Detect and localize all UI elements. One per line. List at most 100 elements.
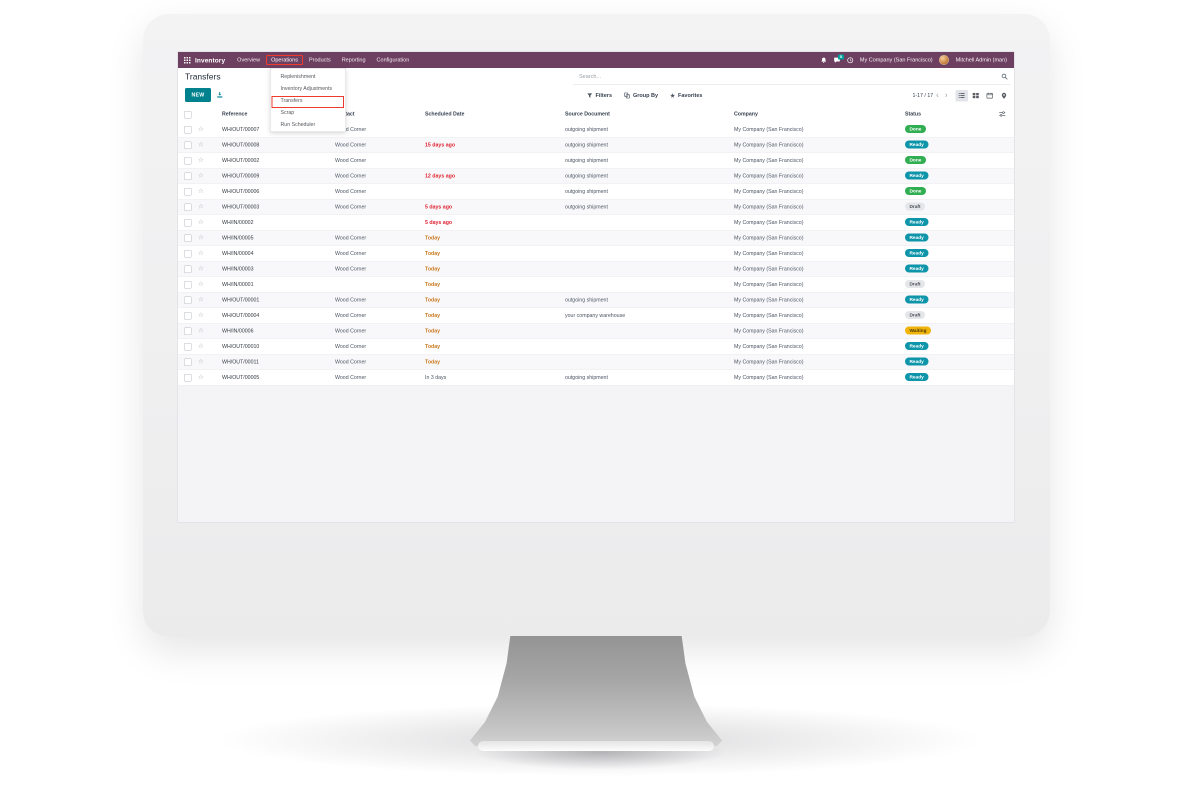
row-checkbox[interactable] [184,172,192,180]
menu-overview[interactable]: Overview [237,57,261,63]
menu-reporting[interactable]: Reporting [341,57,366,63]
content-background [178,385,1014,522]
favorites-button[interactable]: ★ Favorites [670,92,703,99]
row-checkbox[interactable] [184,203,192,211]
dropdown-item-run-scheduler[interactable]: Run Scheduler [280,121,316,128]
table-row[interactable]: ☆ WH/IN/00006 Wood Corner Today My Company (… [178,323,1014,339]
menu-products[interactable]: Products [308,57,331,63]
table-row[interactable]: ☆ WH/OUT/00010 Wood Corner Today My Company … [178,339,1014,355]
table-row[interactable]: ☆ WH/IN/00004 Wood Corner Today My Company (… [178,246,1014,262]
column-header-status[interactable]: Status [905,111,922,117]
map-view-icon[interactable] [998,90,1011,102]
dropdown-item-inventory-adjustments[interactable]: Inventory Adjustments [280,85,333,92]
calendar-view-icon[interactable] [984,90,997,102]
favorite-star-icon[interactable]: ☆ [198,311,204,319]
pager-previous-icon[interactable]: ‹ [936,91,939,100]
kanban-view-icon[interactable] [970,90,983,102]
column-header-scheduled-date[interactable]: Scheduled Date [425,111,465,117]
favorite-star-icon[interactable]: ☆ [198,264,204,272]
messages-icon[interactable]: 5 [833,54,844,64]
favorite-star-icon[interactable]: ☆ [198,171,204,179]
table-row[interactable]: ☆ WH/OUT/00001 Wood Corner Today outgoing sh… [178,292,1014,308]
favorite-star-icon[interactable]: ☆ [198,295,204,303]
column-header-company[interactable]: Company [734,111,758,117]
table-row[interactable]: ☆ WH/IN/00003 Wood Corner Today My Company (… [178,261,1014,277]
dropdown-item-replenishment[interactable]: Replenishment [280,73,316,80]
menu-operations[interactable]: Operations [266,55,303,65]
row-checkbox[interactable] [184,141,192,149]
column-header-reference[interactable]: Reference [222,111,248,117]
table-row[interactable]: ☆ WH/IN/00001 Today My Company (San Francis… [178,277,1014,293]
favorite-star-icon[interactable]: ☆ [198,342,204,350]
favorite-star-icon[interactable]: ☆ [198,373,204,381]
favorite-star-icon[interactable]: ☆ [198,326,204,334]
reference-cell: WH/OUT/00007 [222,126,260,133]
table-row[interactable]: ☆ WH/IN/00005 Wood Corner Today My Company (… [178,230,1014,246]
scheduled-date-cell: Today [425,312,441,319]
row-checkbox[interactable] [184,188,192,196]
dropdown-item-transfers[interactable]: Transfers [280,97,303,104]
company-selector[interactable]: My Company (San Francisco) [859,57,933,63]
row-checkbox[interactable] [184,296,192,304]
filters-button[interactable]: Filters [587,93,612,99]
source-document-cell: your company warehouse [565,312,626,319]
search-input[interactable] [578,73,1001,80]
table-row[interactable]: ☆ WH/IN/00002 5 days ago My Company (San Fr… [178,215,1014,231]
favorite-star-icon[interactable]: ☆ [198,202,204,210]
table-row[interactable]: ☆ WH/OUT/00009 Wood Corner 12 days ago outgo… [178,168,1014,184]
scheduled-date-cell: Today [425,235,441,241]
table-row[interactable]: ☆ WH/OUT/00002 Wood Corner outgoing shipmen… [178,153,1014,169]
reference-cell: WH/OUT/00002 [222,157,260,164]
select-all-checkbox[interactable] [184,111,192,119]
row-checkbox[interactable] [184,234,192,242]
contact-cell: Wood Corner [335,204,367,210]
row-checkbox[interactable] [184,250,192,258]
row-checkbox[interactable] [184,358,192,366]
favorite-star-icon[interactable]: ☆ [198,357,204,365]
group-by-icon [624,92,630,99]
favorite-star-icon[interactable]: ☆ [198,249,204,257]
apps-grid-icon[interactable] [184,56,191,64]
company-cell: My Company (San Francisco) [734,281,804,288]
app-name[interactable]: Inventory [195,56,226,64]
favorite-star-icon[interactable]: ☆ [198,233,204,241]
table-row[interactable]: ☆ WH/OUT/00011 Wood Corner Today My Company … [178,354,1014,370]
list-view-icon[interactable] [955,89,968,102]
favorite-star-icon[interactable]: ☆ [198,280,204,288]
table-row[interactable]: ☆ WH/OUT/00007 Wood Corner outgoing shipmen… [178,122,1014,138]
row-checkbox[interactable] [184,374,192,382]
column-header-source-document[interactable]: Source Document [565,111,610,117]
row-checkbox[interactable] [184,312,192,320]
dropdown-item-scrap[interactable]: Scrap [280,109,295,116]
new-button[interactable]: NEW [185,88,211,102]
row-checkbox[interactable] [184,343,192,351]
menu-configuration[interactable]: Configuration [376,57,410,63]
favorite-star-icon[interactable]: ☆ [198,156,204,164]
table-row[interactable]: ☆ WH/OUT/00003 Wood Corner 5 days ago outgoi… [178,199,1014,215]
row-checkbox[interactable] [184,219,192,227]
search-icon[interactable] [1001,73,1008,80]
table-row[interactable]: ☆ WH/OUT/00004 Wood Corner Today your compan… [178,308,1014,324]
favorite-star-icon[interactable]: ☆ [198,218,204,226]
company-cell: My Company (San Francisco) [734,126,804,133]
pager-next-icon[interactable]: › [944,91,948,100]
adjust-columns-icon[interactable] [999,111,1006,117]
favorite-star-icon[interactable]: ☆ [198,125,204,133]
activities-clock-icon[interactable] [847,57,854,64]
row-checkbox[interactable] [184,265,192,273]
notification-bell-icon[interactable] [820,57,827,64]
favorite-star-icon[interactable]: ☆ [198,187,204,195]
user-avatar[interactable] [939,55,950,65]
row-checkbox[interactable] [184,157,192,165]
table-row[interactable]: ☆ WH/OUT/00008 Wood Corner 15 days ago outgo… [178,137,1014,153]
view-switcher [955,89,1011,102]
group-by-button[interactable]: Group By [624,93,658,99]
table-row[interactable]: ☆ WH/OUT/00006 Wood Corner outgoing shipmen… [178,184,1014,200]
row-checkbox[interactable] [184,126,192,134]
export-icon[interactable] [216,91,224,99]
table-row[interactable]: ☆ WH/OUT/00005 Wood Corner In 3 days outgoin… [178,370,1014,386]
user-menu[interactable]: Mitchell Admin (man) [955,57,1007,63]
favorite-star-icon[interactable]: ☆ [198,140,204,148]
row-checkbox[interactable] [184,327,192,335]
row-checkbox[interactable] [184,281,192,289]
